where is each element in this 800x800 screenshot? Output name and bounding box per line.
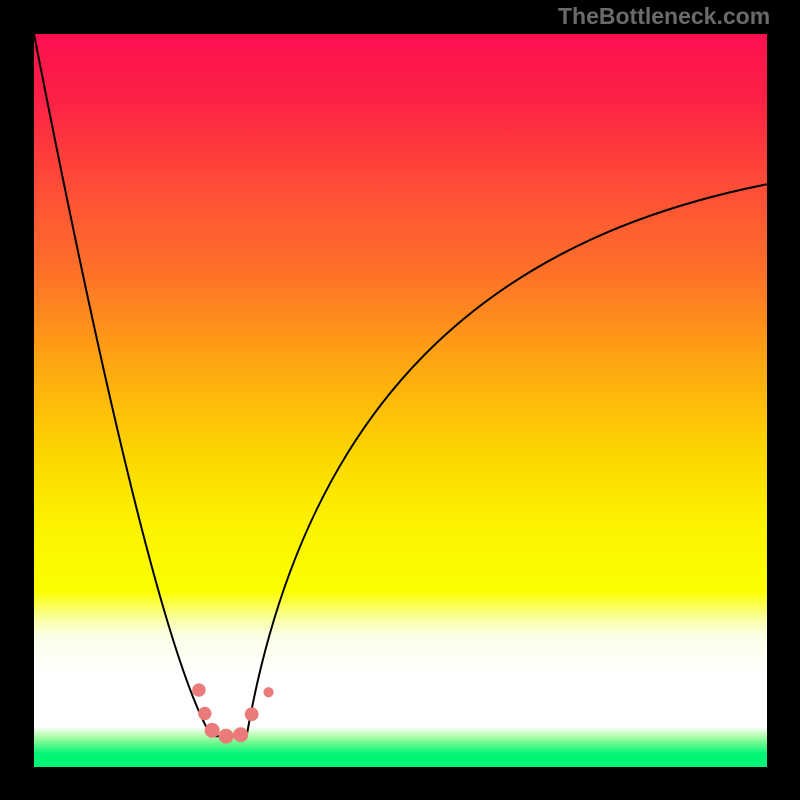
- data-marker: [205, 723, 219, 737]
- data-marker: [193, 684, 205, 696]
- data-marker: [245, 708, 258, 721]
- data-marker: [264, 688, 273, 697]
- plot-area: [34, 34, 767, 767]
- data-marker: [199, 707, 211, 719]
- chart-svg: [34, 34, 767, 767]
- chart-root: TheBottleneck.com: [0, 0, 800, 800]
- data-marker: [234, 728, 248, 742]
- watermark-text: TheBottleneck.com: [558, 3, 770, 30]
- data-marker: [219, 729, 233, 743]
- gradient-background: [34, 34, 767, 767]
